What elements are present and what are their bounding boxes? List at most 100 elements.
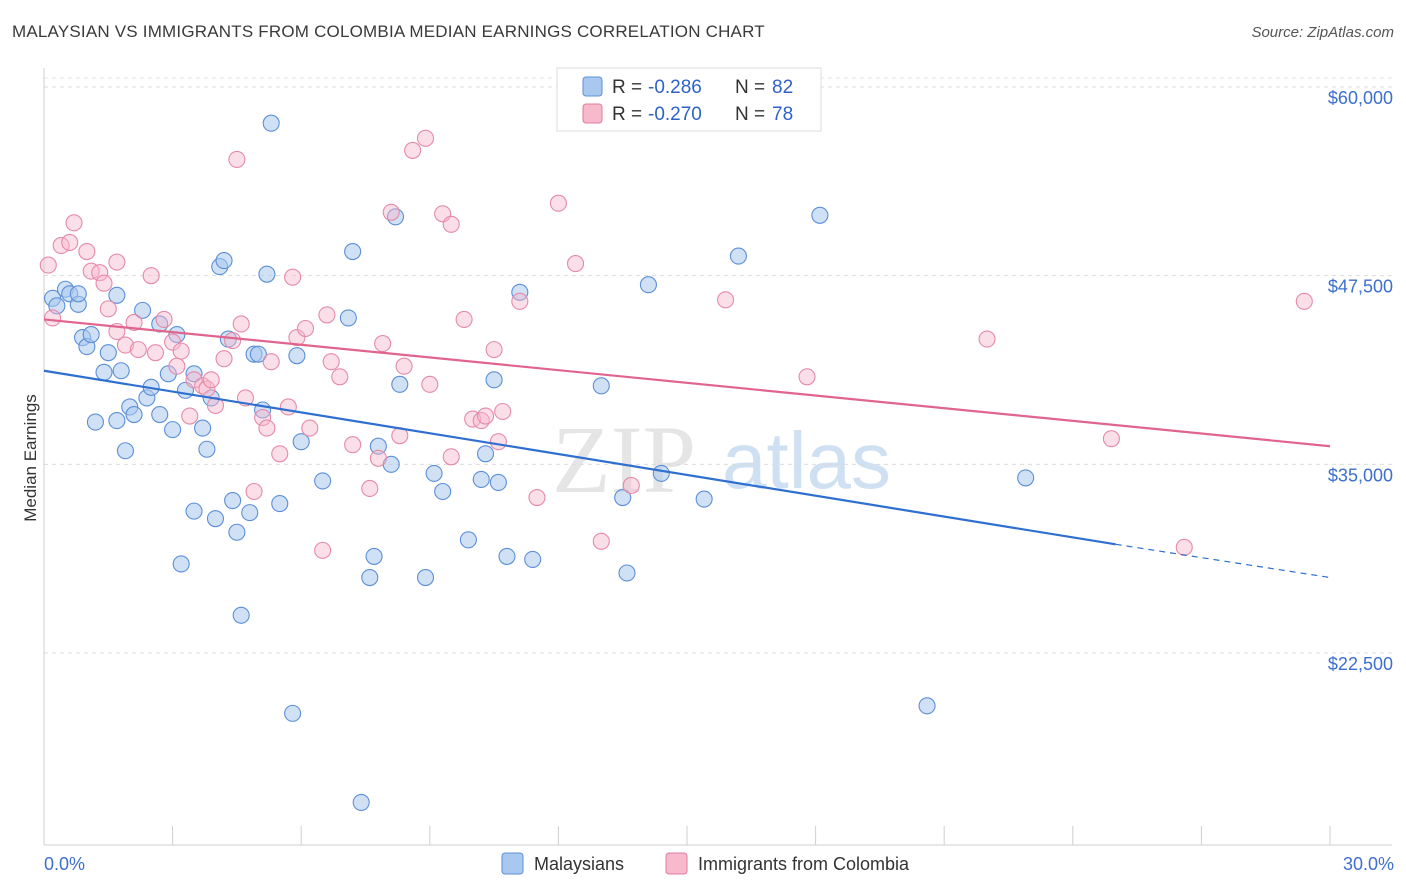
malaysians-point-49 (292, 433, 310, 451)
colombia-point-20 (172, 342, 190, 360)
colombia-point-12 (116, 336, 134, 354)
malaysians-point-18 (134, 301, 152, 319)
malaysians-point-78 (811, 206, 829, 224)
colombia-point-48 (369, 449, 387, 467)
colombia-point-34 (258, 419, 276, 437)
colombia-point-72 (717, 291, 735, 309)
malaysians-point-70 (524, 550, 542, 568)
colombia-point-39 (288, 328, 306, 347)
malaysians-point-69 (511, 283, 529, 301)
colombia-point-52 (395, 357, 413, 375)
malaysians-point-46 (271, 495, 289, 513)
malaysians-point-67 (489, 473, 507, 491)
colombia-point-74 (978, 330, 996, 348)
malaysians-point-12 (108, 286, 126, 304)
malaysians-point-53 (352, 793, 370, 811)
malaysians-point-47 (284, 704, 302, 722)
colombia-point-35 (262, 353, 280, 371)
colombia-point-4 (65, 214, 83, 232)
colombia-point-29 (228, 150, 246, 168)
legend-swatch-pink (582, 103, 603, 124)
x-tick-label-min: 0.0% (44, 854, 85, 874)
colombia-point-60 (464, 410, 482, 428)
malaysians-point-59 (391, 375, 409, 393)
colombia-point-53 (404, 141, 422, 159)
colombia-point-16 (146, 344, 165, 362)
colombia-point-76 (1175, 538, 1193, 556)
colombia-point-5 (78, 242, 96, 261)
colombia-point-42 (314, 541, 332, 559)
malaysians-point-77 (729, 247, 747, 265)
legend-r-value-2: -0.270 (648, 104, 702, 125)
colombia-point-70 (592, 532, 610, 550)
malaysians-point-50 (314, 472, 332, 490)
series-label-malaysians: Malaysians (534, 854, 624, 874)
malaysians-point-56 (369, 437, 387, 455)
malaysians-point-17 (125, 405, 143, 424)
colombia-point-77 (1295, 292, 1313, 310)
malaysians-point-63 (459, 531, 477, 549)
colombia-point-67 (528, 488, 546, 507)
malaysians-point-31 (198, 440, 216, 458)
colombia-point-63 (485, 341, 503, 359)
malaysians-point-11 (99, 344, 117, 362)
malaysians-point-28 (185, 365, 203, 383)
colombia-point-14 (129, 341, 147, 359)
malaysians-point-30 (194, 419, 212, 437)
trend-line-colombia (43, 318, 1331, 448)
trend-line-malaysians-extension (1115, 543, 1331, 579)
malaysians-point-10 (95, 363, 113, 381)
colombia-point-43 (318, 306, 336, 324)
legend-r-label-1: R = (612, 77, 642, 98)
malaysians-point-35 (215, 252, 233, 270)
trend-lines (43, 318, 1331, 579)
malaysians-point-52 (344, 242, 362, 261)
malaysians-point-29 (185, 502, 203, 520)
malaysians-point-64 (472, 470, 490, 488)
stats-legend: R = -0.286 N = 82 R = -0.270 N = 78 (556, 67, 822, 132)
malaysians-point-54 (361, 568, 379, 587)
colombia-point-58 (442, 448, 460, 466)
series-legend: Malaysians Immigrants from Colombia (501, 852, 910, 875)
malaysians-point-40 (241, 504, 259, 522)
legend-swatch-blue (582, 76, 603, 97)
trend-line-malaysians (43, 369, 1116, 546)
colombia-point-66 (511, 292, 529, 310)
colombia-point-19 (168, 357, 186, 375)
source-note: Source: ZipAtlas.com (1251, 24, 1394, 41)
malaysians-point-21 (151, 405, 169, 424)
legend-n-value-2: 78 (772, 104, 793, 125)
colombia-point-18 (164, 333, 182, 351)
malaysians-point-48 (288, 347, 306, 365)
series-label-colombia: Immigrants from Colombia (698, 854, 910, 874)
colombia-point-28 (224, 332, 242, 350)
colombia-point-32 (245, 482, 263, 501)
colombia-point-30 (232, 315, 250, 333)
chart-title: MALAYSIAN VS IMMIGRANTS FROM COLOMBIA ME… (12, 22, 765, 41)
legend-n-label-1: N = (735, 77, 765, 98)
colombia-point-1 (44, 309, 62, 327)
colombia-point-13 (125, 313, 143, 332)
malaysians-point-51 (339, 309, 357, 327)
x-tick-label-max: 30.0% (1343, 854, 1394, 874)
colombia-point-73 (798, 368, 816, 386)
y-tick-labels: $22,500 $35,000 $47,500 $60,000 (1328, 88, 1393, 674)
malaysians-point-73 (618, 564, 636, 582)
malaysians-point-74 (639, 276, 657, 294)
legend-n-value-1: 82 (772, 77, 793, 98)
colombia-point-21 (181, 407, 199, 425)
malaysians-point-62 (434, 482, 452, 501)
malaysians-point-9 (86, 413, 104, 431)
malaysians-point-61 (425, 464, 443, 482)
colombia-point-41 (301, 419, 319, 437)
malaysians-point-44 (258, 265, 276, 283)
y-tick-label-2: $47,500 (1328, 277, 1393, 297)
y-axis-title: Median Earnings (21, 394, 40, 522)
colombia-point-69 (566, 255, 585, 273)
malaysians-point-37 (224, 492, 242, 510)
colombia-point-45 (331, 368, 349, 386)
malaysians-point-72 (614, 488, 632, 507)
colombia-point-54 (416, 129, 435, 147)
colombia-point-46 (344, 436, 362, 454)
